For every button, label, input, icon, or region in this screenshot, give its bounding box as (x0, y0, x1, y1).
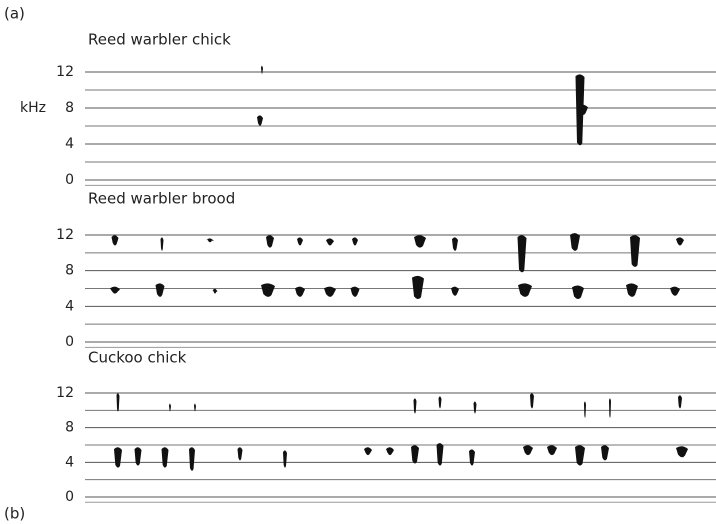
y-tick-label: 0 (65, 489, 74, 505)
y-tick-label: 4 (65, 136, 74, 152)
call-mark (350, 286, 360, 297)
call-mark (169, 403, 171, 412)
call-mark (575, 445, 585, 466)
call-mark (438, 396, 442, 409)
y-tick-label: 8 (65, 420, 74, 436)
panel-title: Cuckoo chick (88, 349, 187, 367)
call-mark (364, 447, 372, 456)
call-mark (547, 445, 557, 456)
call-mark (678, 395, 682, 409)
y-tick-label: 4 (65, 454, 74, 470)
call-mark (518, 283, 532, 297)
call-mark (584, 401, 586, 418)
y-tick-label: 4 (65, 298, 74, 314)
call-mark (411, 445, 419, 464)
call-mark (473, 401, 477, 414)
call-mark (523, 445, 533, 456)
call-mark (578, 104, 588, 115)
call-mark (206, 238, 214, 243)
call-mark (451, 286, 459, 296)
call-mark (194, 403, 196, 412)
call-mark (189, 447, 195, 471)
call-mark (452, 237, 458, 251)
call-mark (257, 115, 263, 126)
y-tick-label: 12 (56, 227, 74, 243)
call-mark (676, 446, 688, 458)
call-mark (261, 283, 275, 297)
call-mark (212, 288, 218, 294)
call-mark (609, 398, 611, 418)
call-mark (626, 283, 638, 297)
call-mark (414, 235, 426, 248)
call-mark (572, 285, 584, 299)
call-mark (601, 445, 609, 461)
call-mark (114, 447, 122, 468)
panel-label: (a) (4, 5, 25, 23)
y-tick-label: 8 (65, 100, 74, 116)
call-mark (326, 238, 334, 246)
call-mark (630, 235, 640, 267)
call-mark (155, 283, 165, 297)
panel-label: (b) (4, 505, 25, 523)
call-mark (324, 286, 336, 297)
call-mark (386, 447, 394, 456)
y-tick-label: 8 (65, 263, 74, 279)
panel-title: Reed warbler brood (88, 190, 235, 208)
call-mark (134, 447, 142, 466)
y-tick-label: 0 (65, 334, 74, 350)
call-mark (161, 447, 169, 468)
call-mark (670, 286, 680, 296)
call-mark (295, 286, 305, 297)
call-mark (570, 233, 580, 251)
call-mark (297, 237, 303, 246)
call-mark (469, 449, 475, 466)
y-tick-label: 12 (56, 64, 74, 80)
call-mark (413, 398, 417, 414)
call-mark (517, 235, 527, 273)
call-mark (116, 393, 120, 412)
call-mark (352, 237, 358, 246)
call-mark (261, 65, 263, 74)
call-mark (436, 443, 444, 466)
y-tick-label: 12 (56, 385, 74, 401)
call-mark (111, 235, 119, 246)
call-mark (412, 275, 424, 299)
panel-title: Reed warbler chick (88, 31, 231, 49)
call-mark (110, 286, 120, 294)
call-mark (283, 450, 287, 468)
call-mark (676, 237, 684, 246)
call-mark (530, 393, 534, 409)
y-axis-label: kHz (20, 100, 46, 116)
y-tick-label: 0 (65, 172, 74, 188)
call-mark (160, 237, 164, 251)
call-mark (237, 447, 243, 461)
call-mark (266, 235, 274, 248)
